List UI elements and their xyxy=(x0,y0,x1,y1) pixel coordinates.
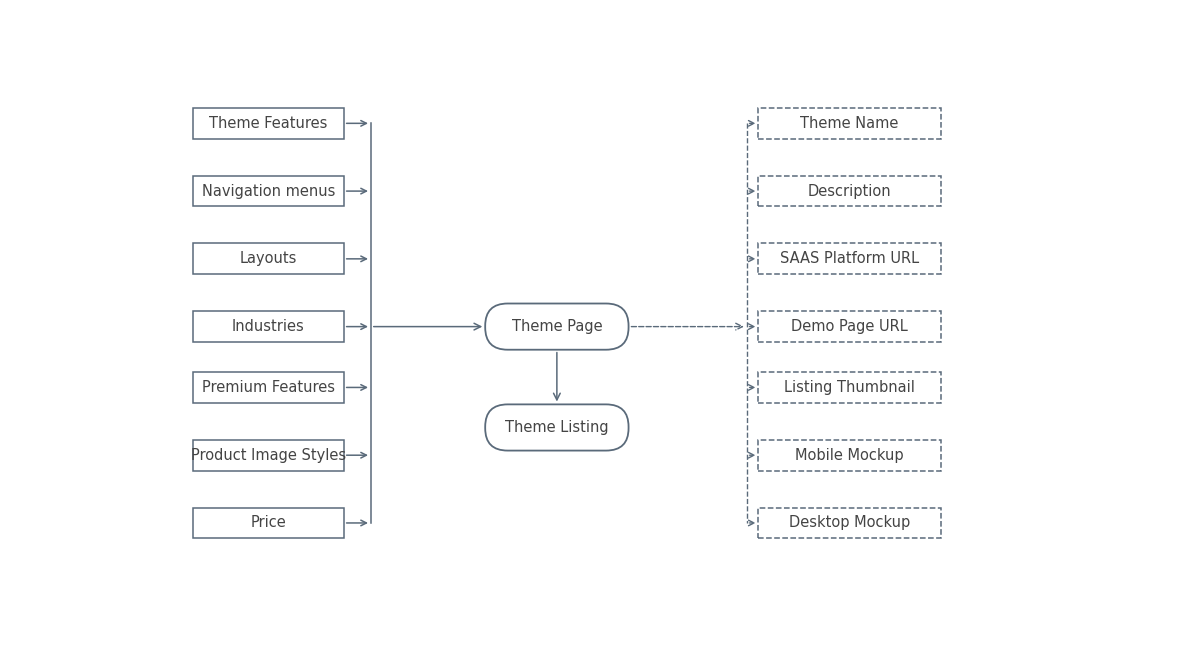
FancyBboxPatch shape xyxy=(193,311,343,342)
FancyBboxPatch shape xyxy=(193,244,343,274)
Text: Premium Features: Premium Features xyxy=(202,380,335,395)
FancyBboxPatch shape xyxy=(758,175,941,207)
FancyBboxPatch shape xyxy=(193,508,343,538)
Text: Navigation menus: Navigation menus xyxy=(202,183,335,199)
Text: Desktop Mockup: Desktop Mockup xyxy=(788,516,910,530)
FancyBboxPatch shape xyxy=(758,108,941,139)
Text: Price: Price xyxy=(251,516,286,530)
FancyBboxPatch shape xyxy=(758,372,941,403)
FancyBboxPatch shape xyxy=(758,244,941,274)
FancyBboxPatch shape xyxy=(193,440,343,471)
Text: Industries: Industries xyxy=(232,319,305,334)
Text: Listing Thumbnail: Listing Thumbnail xyxy=(784,380,914,395)
Text: Mobile Mockup: Mobile Mockup xyxy=(796,448,904,463)
FancyBboxPatch shape xyxy=(193,372,343,403)
Text: SAAS Platform URL: SAAS Platform URL xyxy=(780,252,919,266)
Text: Theme Listing: Theme Listing xyxy=(505,420,608,435)
FancyBboxPatch shape xyxy=(485,303,629,350)
FancyBboxPatch shape xyxy=(758,311,941,342)
Text: Theme Features: Theme Features xyxy=(209,116,328,131)
Text: Theme Page: Theme Page xyxy=(511,319,602,334)
Text: Layouts: Layouts xyxy=(240,252,296,266)
FancyBboxPatch shape xyxy=(485,404,629,451)
FancyBboxPatch shape xyxy=(758,508,941,538)
Text: Theme Name: Theme Name xyxy=(800,116,899,131)
Text: Demo Page URL: Demo Page URL xyxy=(791,319,908,334)
FancyBboxPatch shape xyxy=(193,175,343,207)
Text: Product Image Styles: Product Image Styles xyxy=(191,448,346,463)
Text: Description: Description xyxy=(808,183,892,199)
FancyBboxPatch shape xyxy=(193,108,343,139)
FancyBboxPatch shape xyxy=(758,440,941,471)
